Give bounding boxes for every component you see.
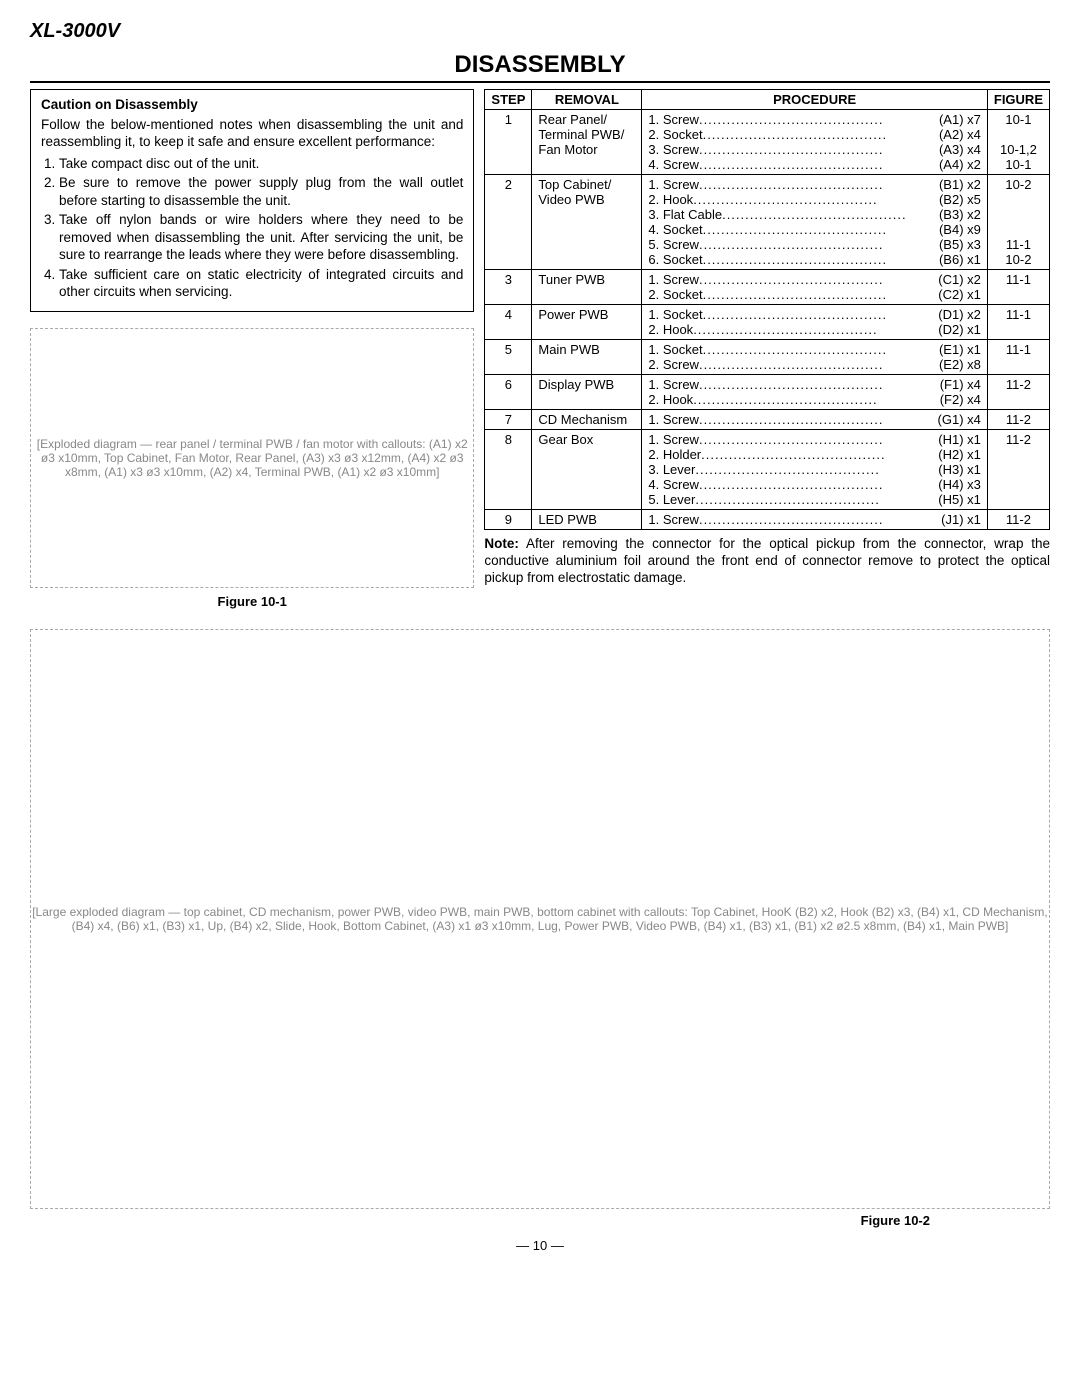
page-title: DISASSEMBLY	[30, 51, 1050, 83]
cell-step: 9	[485, 510, 532, 530]
cell-removal: Rear Panel/Terminal PWB/Fan Motor	[532, 110, 642, 175]
cell-figure: 11-1	[987, 270, 1049, 305]
cell-procedure: 1. Screw ...............................…	[642, 510, 988, 530]
cell-procedure: 1. Screw ...............................…	[642, 175, 988, 270]
cell-step: 4	[485, 305, 532, 340]
cell-step: 6	[485, 375, 532, 410]
col-procedure: PROCEDURE	[642, 90, 988, 110]
figure-10-1-caption: Figure 10-1	[30, 594, 474, 609]
table-row: 1Rear Panel/Terminal PWB/Fan Motor1. Scr…	[485, 110, 1050, 175]
caution-item: Take compact disc out of the unit.	[59, 155, 463, 173]
note-block: Note: After removing the connector for t…	[484, 536, 1050, 587]
cell-figure: 11-2	[987, 410, 1049, 430]
figure-10-2-diagram: [Large exploded diagram — top cabinet, C…	[30, 629, 1050, 1209]
model-number: XL-3000V	[30, 20, 1050, 43]
cell-figure: 11-2	[987, 430, 1049, 510]
cell-procedure: 1. Screw ...............................…	[642, 375, 988, 410]
cell-procedure: 1. Screw ...............................…	[642, 110, 988, 175]
cell-step: 3	[485, 270, 532, 305]
cell-step: 2	[485, 175, 532, 270]
caution-box: Caution on Disassembly Follow the below-…	[30, 89, 474, 312]
cell-removal: Main PWB	[532, 340, 642, 375]
cell-figure: 10-1 10-1,210-1	[987, 110, 1049, 175]
disassembly-table: STEP REMOVAL PROCEDURE FIGURE 1Rear Pane…	[484, 89, 1050, 530]
figure-10-2-caption: Figure 10-2	[30, 1213, 1050, 1228]
page-number: — 10 —	[30, 1238, 1050, 1253]
note-text: After removing the connector for the opt…	[484, 536, 1050, 585]
caution-item: Take off nylon bands or wire holders whe…	[59, 211, 463, 264]
col-removal: REMOVAL	[532, 90, 642, 110]
cell-step: 5	[485, 340, 532, 375]
table-row: 4Power PWB1. Socket ....................…	[485, 305, 1050, 340]
cell-figure: 11-2	[987, 510, 1049, 530]
cell-removal: Display PWB	[532, 375, 642, 410]
table-row: 9LED PWB1. Screw .......................…	[485, 510, 1050, 530]
cell-removal: Gear Box	[532, 430, 642, 510]
table-row: 2Top Cabinet/Video PWB1. Screw .........…	[485, 175, 1050, 270]
caution-item: Be sure to remove the power supply plug …	[59, 174, 463, 209]
table-row: 5Main PWB1. Socket .....................…	[485, 340, 1050, 375]
cell-figure: 11-2	[987, 375, 1049, 410]
cell-procedure: 1. Screw ...............................…	[642, 430, 988, 510]
table-row: 7CD Mechanism1. Screw ..................…	[485, 410, 1050, 430]
table-row: 8Gear Box1. Screw ......................…	[485, 430, 1050, 510]
figure-10-1-diagram: [Exploded diagram — rear panel / termina…	[30, 328, 474, 588]
cell-step: 1	[485, 110, 532, 175]
cell-figure: 10-2 11-110-2	[987, 175, 1049, 270]
caution-list: Take compact disc out of the unit. Be su…	[41, 155, 463, 301]
table-row: 3Tuner PWB1. Screw .....................…	[485, 270, 1050, 305]
cell-procedure: 1. Screw ...............................…	[642, 270, 988, 305]
cell-step: 7	[485, 410, 532, 430]
cell-removal: Top Cabinet/Video PWB	[532, 175, 642, 270]
col-step: STEP	[485, 90, 532, 110]
cell-figure: 11-1	[987, 305, 1049, 340]
col-figure: FIGURE	[987, 90, 1049, 110]
caution-intro: Follow the below-mentioned notes when di…	[41, 116, 463, 151]
cell-procedure: 1. Screw ...............................…	[642, 410, 988, 430]
cell-removal: LED PWB	[532, 510, 642, 530]
caution-item: Take sufficient care on static electrici…	[59, 266, 463, 301]
cell-procedure: 1. Socket ..............................…	[642, 340, 988, 375]
cell-removal: Power PWB	[532, 305, 642, 340]
table-row: 6Display PWB1. Screw ...................…	[485, 375, 1050, 410]
cell-figure: 11-1	[987, 340, 1049, 375]
note-heading: Note:	[484, 536, 519, 551]
cell-step: 8	[485, 430, 532, 510]
caution-heading: Caution on Disassembly	[41, 96, 463, 114]
cell-removal: Tuner PWB	[532, 270, 642, 305]
cell-removal: CD Mechanism	[532, 410, 642, 430]
cell-procedure: 1. Socket ..............................…	[642, 305, 988, 340]
